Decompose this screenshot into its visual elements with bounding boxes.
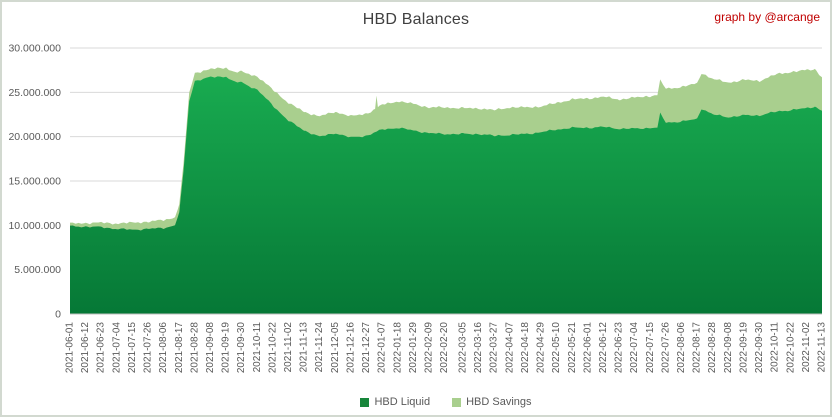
- x-axis-tick-label: 2022-02-20: [439, 322, 450, 374]
- x-axis-tick-label: 2021-06-12: [80, 322, 91, 374]
- x-axis-tick-label: 2021-08-17: [174, 322, 185, 374]
- x-axis-tick-label: 2022-09-08: [723, 322, 734, 374]
- x-axis-tick-label: 2022-07-26: [660, 322, 671, 374]
- x-axis-tick-label: 2021-11-02: [283, 322, 294, 373]
- x-axis-tick-label: 2022-10-11: [770, 322, 781, 373]
- y-axis-tick-label: 0: [55, 309, 61, 321]
- x-axis-tick-label: 2022-06-23: [614, 322, 625, 374]
- x-axis-tick-label: 2021-11-24: [314, 322, 325, 373]
- legend-item-hbd-liquid: HBD Liquid: [360, 396, 430, 408]
- x-axis-tick-label: 2021-09-08: [205, 322, 216, 374]
- x-axis-tick-label: 2021-06-01: [65, 322, 76, 374]
- x-axis-tick-label: 2022-03-16: [473, 322, 484, 374]
- legend-label-hbd-liquid: HBD Liquid: [374, 396, 431, 408]
- y-axis-tick-label: 5.000.000: [14, 264, 61, 276]
- x-axis-tick-label: 2022-08-28: [707, 322, 718, 374]
- y-axis-tick-label: 20.000.000: [8, 131, 61, 143]
- x-axis-tick-label: 2021-07-04: [111, 322, 122, 374]
- x-axis-tick-label: 2022-11-13: [817, 322, 828, 373]
- y-axis-tick-label: 25.000.000: [8, 87, 61, 99]
- legend-swatch-liquid-icon: [360, 397, 370, 407]
- x-axis-tick-label: 2022-04-07: [504, 322, 515, 374]
- x-axis-tick-label: 2022-11-02: [801, 322, 812, 373]
- x-axis-tick-label: 2021-11-13: [299, 322, 310, 373]
- x-axis-tick-label: 2021-09-30: [236, 322, 247, 374]
- x-axis-tick-label: 2021-10-11: [252, 322, 263, 373]
- legend-label-hbd-savings: HBD Savings: [466, 396, 532, 408]
- x-axis-tick-label: 2021-12-27: [361, 322, 372, 374]
- x-axis-tick-label: 2021-12-16: [345, 322, 356, 374]
- x-axis-tick-label: 2022-01-07: [377, 322, 388, 374]
- x-axis-tick-label: 2022-03-27: [489, 322, 500, 374]
- legend-swatch-savings-icon: [452, 397, 462, 407]
- x-axis-tick-label: 2022-06-01: [582, 322, 593, 374]
- x-axis-tick-label: 2022-01-29: [408, 322, 419, 374]
- x-axis-tick-label: 2021-08-28: [189, 322, 200, 374]
- x-axis-tick-label: 2021-06-23: [96, 322, 107, 374]
- x-axis-tick-label: 2022-10-22: [785, 322, 796, 374]
- x-axis-tick-label: 2021-08-06: [158, 322, 169, 374]
- area-hbd-liquid: [70, 76, 822, 315]
- x-axis-tick-label: 2022-04-29: [536, 322, 547, 374]
- credit-text: graph by @arcange: [714, 10, 820, 24]
- x-axis-tick-label: 2021-10-22: [267, 322, 278, 374]
- x-axis-tick-label: 2022-09-19: [738, 322, 749, 374]
- legend-item-hbd-savings: HBD Savings: [452, 396, 532, 408]
- x-axis-tick-label: 2022-01-18: [392, 322, 403, 374]
- y-axis-tick-label: 10.000.000: [8, 220, 61, 232]
- x-axis-tick-label: 2022-09-30: [754, 322, 765, 374]
- y-axis-tick-label: 15.000.000: [8, 176, 61, 188]
- x-axis-tick-label: 2022-05-10: [551, 322, 562, 374]
- chart-title: HBD Balances: [362, 11, 470, 28]
- x-axis-tick-label: 2021-07-15: [127, 322, 138, 374]
- x-axis-tick-label: 2022-05-21: [567, 322, 578, 374]
- legend: HBD Liquid HBD Savings: [70, 396, 822, 408]
- x-axis-tick-label: 2022-04-18: [520, 322, 531, 374]
- x-axis-tick-label: 2022-06-12: [598, 322, 609, 374]
- x-axis-tick-label: 2021-09-19: [221, 322, 232, 374]
- x-axis-tick-label: 2022-08-17: [692, 322, 703, 374]
- x-axis-tick-label: 2022-07-04: [629, 322, 640, 374]
- x-axis-tick-label: 2022-08-06: [676, 322, 687, 374]
- x-axis-tick-label: 2021-07-26: [143, 322, 154, 374]
- x-axis-tick-label: 2021-12-05: [330, 322, 341, 374]
- x-axis-tick-label: 2022-03-05: [458, 322, 469, 374]
- x-axis-tick-label: 2022-02-09: [423, 322, 434, 374]
- x-axis-tick-label: 2022-07-15: [645, 322, 656, 374]
- y-axis-tick-label: 30.000.000: [8, 43, 61, 55]
